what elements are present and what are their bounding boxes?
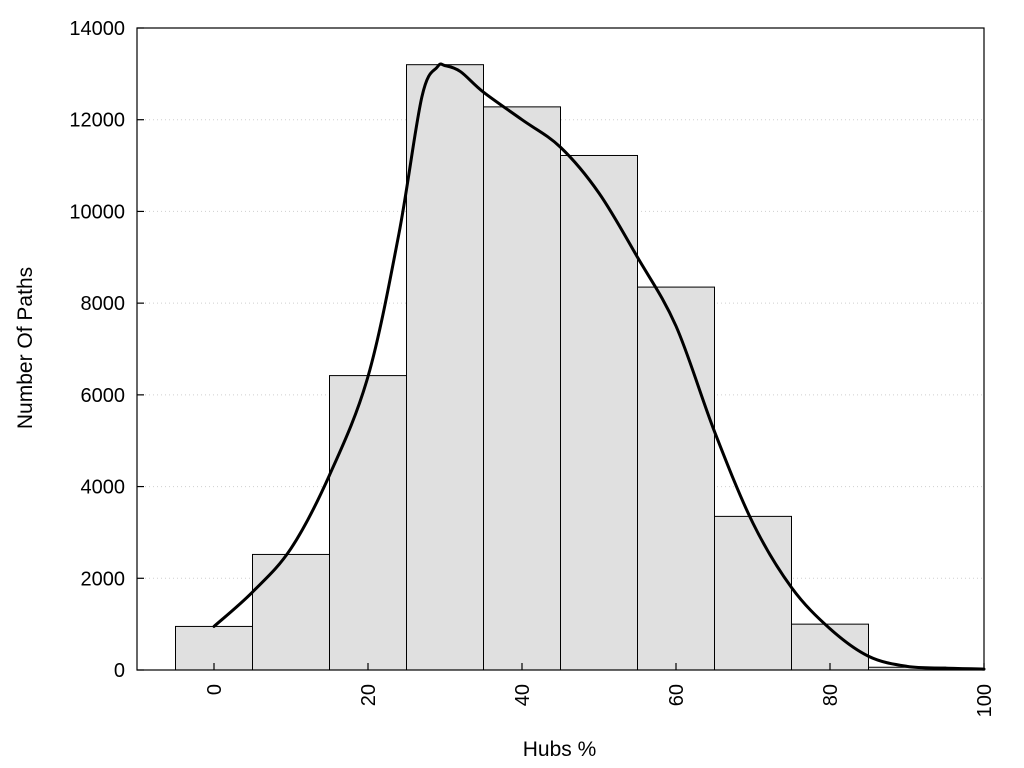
- axis-ticks: [137, 27, 985, 671]
- y-tick-label-12000: 12000: [69, 110, 125, 132]
- x-tick-label-80: 80: [820, 684, 842, 706]
- y-tick-label-6000: 6000: [81, 385, 126, 407]
- density-curve-layer: [212, 62, 986, 671]
- x-axis-title: Hubs %: [523, 738, 597, 761]
- x-tick-label-20: 20: [358, 684, 380, 706]
- bar-3: [406, 64, 484, 671]
- bar-1: [252, 553, 330, 671]
- y-tick-label-0: 0: [114, 660, 125, 682]
- bar-5: [560, 154, 638, 671]
- bar-6: [637, 286, 715, 671]
- bar-2: [329, 375, 407, 671]
- x-tick-label-100: 100: [974, 684, 996, 717]
- x-tick-label-40: 40: [512, 684, 534, 706]
- y-tick-label-10000: 10000: [69, 201, 125, 223]
- histogram-bars: [175, 64, 946, 671]
- bar-4: [483, 106, 561, 671]
- y-tick-label-2000: 2000: [81, 568, 126, 590]
- plot-frame: [136, 27, 985, 671]
- bar-0: [175, 625, 253, 671]
- y-tick-label-14000: 14000: [69, 18, 125, 40]
- bar-7: [714, 515, 792, 671]
- x-tick-label-0: 0: [204, 684, 226, 695]
- y-tick-label-4000: 4000: [81, 477, 126, 499]
- y-axis-title: Number Of Paths: [14, 267, 37, 429]
- y-tick-label-8000: 8000: [81, 293, 126, 315]
- density-curve: [212, 62, 986, 671]
- y-tick-labels: 0 2000 4000 6000 8000 10000 12000 14000: [69, 18, 125, 682]
- x-tick-labels: 0 20 40 60 80 100: [204, 684, 996, 717]
- x-tick-label-60: 60: [666, 684, 688, 706]
